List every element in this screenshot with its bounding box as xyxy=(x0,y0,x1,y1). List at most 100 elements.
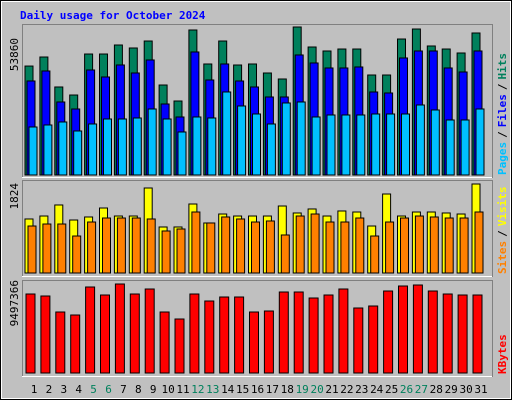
bar xyxy=(57,223,67,274)
bar xyxy=(353,307,364,374)
x-tick-label: 27 xyxy=(415,383,428,396)
x-tick-label: 19 xyxy=(296,383,309,396)
x-tick-label: 16 xyxy=(251,383,264,396)
bar xyxy=(427,290,438,374)
bar xyxy=(444,217,454,274)
bar xyxy=(161,230,171,274)
x-tick-label: 14 xyxy=(221,383,235,396)
bar xyxy=(386,113,396,176)
x-tick-label: 28 xyxy=(430,383,443,396)
bar xyxy=(371,113,381,176)
bar xyxy=(177,131,187,176)
bar xyxy=(219,296,230,374)
x-tick-label: 15 xyxy=(236,383,249,396)
bar xyxy=(252,113,261,176)
bar xyxy=(310,213,320,274)
bar xyxy=(146,218,156,274)
bar xyxy=(325,221,335,274)
legend-separator: / xyxy=(496,83,509,90)
x-tick-label: 4 xyxy=(75,383,82,396)
bar xyxy=(296,101,306,176)
bar xyxy=(280,234,290,274)
bar xyxy=(355,217,365,274)
bar xyxy=(85,286,96,374)
bar xyxy=(114,283,125,374)
chart-title: Daily usage for October 2024 xyxy=(20,9,206,22)
bar xyxy=(162,118,172,176)
x-tick-label: 11 xyxy=(176,383,189,396)
bar xyxy=(457,294,468,374)
legend-item: Files xyxy=(496,94,509,127)
x-tick-label: 24 xyxy=(370,383,384,396)
x-tick-label: 2 xyxy=(46,383,53,396)
bar xyxy=(189,293,200,374)
bar xyxy=(400,217,409,274)
bar xyxy=(27,225,37,274)
bar xyxy=(192,116,202,176)
x-tick-label: 6 xyxy=(105,383,112,396)
bar xyxy=(147,108,157,176)
x-tick-label: 23 xyxy=(355,383,368,396)
legend-item: Pages xyxy=(496,142,509,175)
bar xyxy=(174,318,185,374)
bar xyxy=(40,295,51,374)
x-tick-label: 31 xyxy=(474,383,487,396)
bar xyxy=(430,109,440,176)
legend-separator: / xyxy=(496,131,509,138)
bar xyxy=(401,113,410,176)
bar xyxy=(266,123,276,176)
bar xyxy=(281,102,291,176)
x-tick-label: 30 xyxy=(459,383,472,396)
bar xyxy=(234,296,245,374)
x-tick-label: 7 xyxy=(120,383,127,396)
bar xyxy=(176,228,186,274)
x-tick-label: 1 xyxy=(31,383,38,396)
bar xyxy=(385,221,395,274)
bar xyxy=(398,285,408,374)
bar xyxy=(102,217,111,274)
bar xyxy=(144,288,155,374)
x-tick-label: 17 xyxy=(266,383,279,396)
bar xyxy=(323,294,334,374)
bar xyxy=(116,217,126,274)
bar xyxy=(72,235,82,274)
x-tick-label: 22 xyxy=(340,383,353,396)
y-tick-label: 1824 xyxy=(8,183,21,210)
x-tick-label: 5 xyxy=(90,383,97,396)
bar xyxy=(236,218,246,274)
x-tick-label: 29 xyxy=(445,383,458,396)
x-tick-label: 25 xyxy=(385,383,398,396)
bar xyxy=(222,91,232,176)
x-tick-label: 9 xyxy=(150,383,157,396)
x-tick-label: 10 xyxy=(161,383,174,396)
legend-separator: / xyxy=(496,230,509,237)
bar xyxy=(295,215,305,274)
bar xyxy=(25,293,36,374)
bar xyxy=(356,114,366,176)
bar xyxy=(265,220,275,274)
bar xyxy=(308,297,319,374)
bar xyxy=(204,300,215,374)
bar xyxy=(43,124,53,176)
bar xyxy=(414,215,424,274)
bar xyxy=(237,105,247,176)
x-tick-label: 8 xyxy=(135,383,142,396)
x-tick-label: 3 xyxy=(60,383,67,396)
bar xyxy=(293,291,304,374)
bar xyxy=(42,223,52,274)
bar xyxy=(249,311,259,374)
bar xyxy=(338,288,349,374)
bar xyxy=(73,130,83,176)
legend: Pages / Files / Hits xyxy=(496,53,509,175)
y-tick-label: 9497366 xyxy=(8,280,21,326)
bar xyxy=(103,118,112,176)
bar xyxy=(368,305,379,374)
x-tick-label: 21 xyxy=(325,383,338,396)
legend-item: Visits xyxy=(496,187,509,227)
bar xyxy=(370,235,380,274)
bar xyxy=(459,217,469,274)
legend-item: Hits xyxy=(496,53,509,80)
bar xyxy=(474,211,484,274)
